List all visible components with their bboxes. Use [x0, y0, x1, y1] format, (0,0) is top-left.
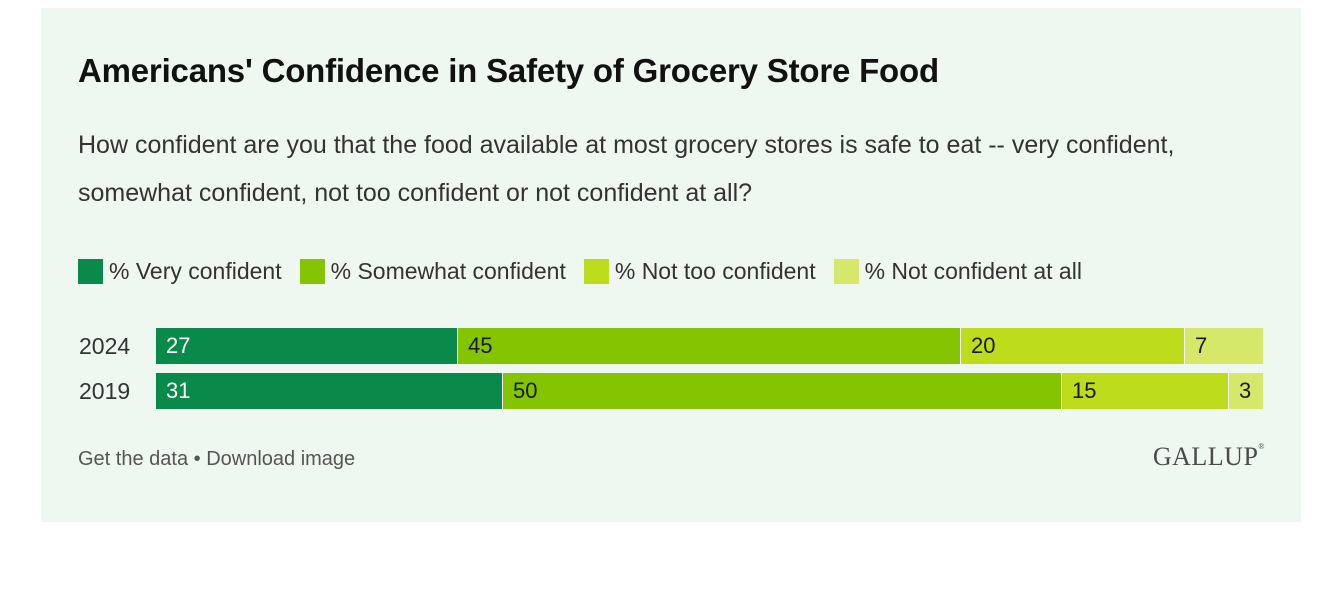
- legend-label: % Very confident: [109, 257, 282, 284]
- bar-segment-2024-2: 45: [458, 328, 961, 364]
- chart-card: Americans' Confidence in Safety of Groce…: [41, 8, 1301, 522]
- chart-legend: % Very confident % Somewhat confident % No…: [78, 256, 1100, 286]
- chart-subtitle: How confident are you that the food avai…: [78, 131, 1175, 207]
- bar-segment-2019-1: 31: [156, 373, 503, 409]
- legend-label: % Not confident at all: [864, 257, 1082, 284]
- footer-separator: •: [188, 448, 207, 470]
- legend-label: % Not too confident: [614, 257, 816, 284]
- legend-item-3: % Not too confident: [583, 257, 816, 285]
- gallup-logo: GALLUP®: [1153, 442, 1265, 472]
- category-label-2024: 2024: [79, 333, 131, 359]
- bar-segment-2019-3: 15: [1062, 373, 1229, 409]
- bar-row-2019: 31 50 15 3: [156, 373, 1263, 409]
- chart-footer: Get the data • Download image: [78, 448, 355, 471]
- legend-swatch: [299, 258, 325, 284]
- legend-swatch: [833, 258, 859, 284]
- data-label: 15: [1072, 378, 1097, 403]
- gallup-logo-text: GALLUP: [1152, 442, 1259, 471]
- legend-swatch: [78, 258, 103, 284]
- data-label: 20: [971, 333, 996, 358]
- data-label: 45: [468, 333, 493, 358]
- get-data-link[interactable]: Get the data: [78, 448, 189, 470]
- bar-segment-2024-4: 7: [1185, 328, 1263, 364]
- bar-segment-2024-1: 27: [156, 328, 458, 364]
- bar-segment-2019-4: 3: [1229, 373, 1263, 409]
- legend-label: % Somewhat confident: [330, 257, 566, 284]
- bar-segment-2019-2: 50: [503, 373, 1062, 409]
- download-image-link[interactable]: Download image: [206, 448, 356, 470]
- data-label: 3: [1239, 378, 1252, 403]
- registered-mark: ®: [1258, 442, 1265, 451]
- bar-segment-2024-3: 20: [961, 328, 1185, 364]
- data-label: 31: [166, 378, 191, 403]
- data-label: 50: [513, 378, 538, 403]
- bar-row-2024: 27 45 20 7: [156, 328, 1263, 364]
- chart-title: Americans' Confidence in Safety of Groce…: [78, 52, 939, 89]
- data-label: 7: [1195, 333, 1208, 358]
- legend-item-4: % Not confident at all: [833, 257, 1082, 285]
- legend-item-1: % Very confident: [78, 258, 282, 285]
- data-label: 27: [166, 333, 191, 358]
- category-label-2019: 2019: [79, 378, 131, 404]
- legend-item-2: % Somewhat confident: [299, 257, 566, 285]
- legend-swatch: [583, 258, 609, 284]
